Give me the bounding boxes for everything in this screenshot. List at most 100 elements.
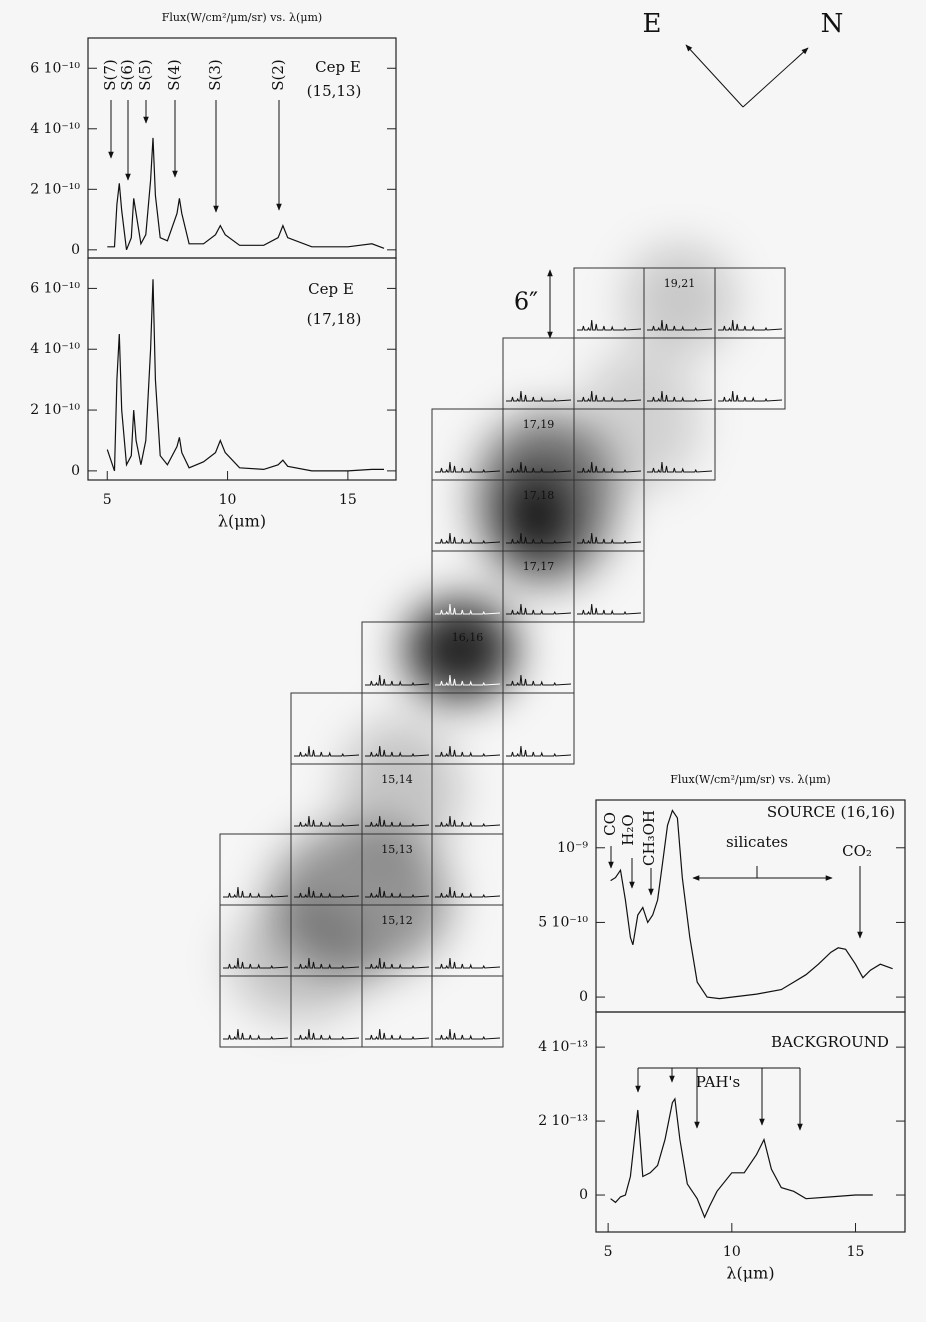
cell-spectrum [577, 319, 642, 331]
cell-label: 17,17 [523, 560, 555, 573]
cell-spectrum [647, 319, 713, 331]
y-tick-label: 0 [579, 1187, 588, 1203]
spectrum-line [610, 1097, 873, 1219]
x-tick-label: 15 [847, 1244, 865, 1260]
cell-spectrum [577, 532, 642, 544]
cell-spectrum [294, 815, 360, 827]
cell-label: 17,19 [523, 418, 555, 431]
map-cell [431, 975, 504, 1048]
annotation: CH₃OH [640, 810, 658, 866]
cell-spectrum [647, 390, 713, 402]
annotation: PAH's [696, 1073, 740, 1091]
x-tick-label: 15 [339, 492, 357, 508]
annotation: SOURCE (16,16) [767, 803, 895, 821]
cell-spectrum [365, 1028, 430, 1040]
annotation: silicates [726, 833, 788, 851]
cell-spectrum [435, 1028, 501, 1040]
cell-spectrum [718, 319, 783, 331]
annotation: S(3) [206, 59, 224, 91]
y-tick-label: 6 10⁻¹⁰ [30, 60, 80, 76]
cell-spectrum [577, 603, 642, 615]
map-cell [573, 550, 645, 623]
cell-spectrum [506, 674, 572, 686]
cell-label: 17,18 [523, 489, 555, 502]
chart-title: Flux(W/cm²/μm/sr) vs. λ(μm) [162, 11, 322, 24]
cell-spectrum [718, 390, 783, 402]
map-cell [643, 408, 716, 481]
cell-spectrum [435, 815, 501, 827]
cell-label: 15,12 [381, 914, 413, 927]
plot-frame [87, 257, 397, 481]
cell-spectrum [435, 674, 501, 686]
annotation: (17,18) [307, 310, 362, 328]
spectrum-line [107, 137, 385, 251]
cell-spectrum [506, 745, 572, 757]
cell-spectrum [647, 461, 713, 473]
cell-label: 16,16 [452, 631, 484, 644]
compass-label: E [643, 9, 662, 39]
y-tick-label: 10⁻⁹ [557, 840, 588, 856]
cell-spectrum [223, 886, 289, 898]
annotation: (15,13) [307, 82, 362, 100]
annotation: S(4) [165, 59, 183, 91]
annotation: S(7) [101, 59, 119, 91]
annotation: Cep E [308, 280, 354, 298]
cell-spectrum [365, 886, 430, 898]
y-tick-label: 4 10⁻¹⁰ [30, 341, 80, 357]
x-tick-label: 10 [723, 1244, 741, 1260]
y-tick-label: 2 10⁻¹⁰ [30, 181, 80, 197]
x-axis-label: λ(μm) [218, 512, 266, 531]
cell-spectrum [365, 957, 430, 969]
cell-spectrum [223, 957, 289, 969]
spectrum-line [106, 279, 384, 472]
compass-label: N [821, 9, 844, 39]
cell-spectrum [294, 886, 360, 898]
map-cell [502, 692, 575, 765]
y-tick-label: 2 10⁻¹⁰ [30, 402, 80, 418]
annotation: BACKGROUND [771, 1033, 889, 1051]
cell-spectrum [435, 957, 501, 969]
x-tick-label: 5 [604, 1244, 613, 1260]
cell-spectrum [294, 957, 360, 969]
cell-spectrum [223, 1028, 289, 1040]
y-tick-label: 4 10⁻¹³ [538, 1039, 588, 1055]
annotation: S(2) [269, 59, 287, 91]
x-tick-label: 10 [219, 492, 237, 508]
annotations-source: SOURCE (16,16) CO H₂O CH₃OH silicates CO… [601, 803, 895, 1131]
y-tick-label: 2 10⁻¹³ [538, 1113, 588, 1129]
compass: E N 6″ [514, 9, 844, 339]
annotations-cep-1513: S(7) S(6) S(5) S(4) S(3) S(2) Cep E (15,… [101, 58, 361, 328]
cell-spectrum [506, 532, 572, 544]
annotation: S(6) [118, 59, 136, 91]
cell-label: 19,21 [664, 277, 696, 290]
map-cell [714, 337, 786, 410]
cell-spectrum [577, 461, 642, 473]
x-tick-label: 5 [103, 492, 112, 508]
y-tick-label: 4 10⁻¹⁰ [30, 121, 80, 137]
cell-spectrum [365, 815, 430, 827]
spectrum-line [610, 809, 893, 1000]
cell-label: 15,13 [381, 843, 413, 856]
cell-spectrum [506, 461, 572, 473]
x-axis-label: λ(μm) [726, 1264, 774, 1283]
cell-spectrum [435, 603, 501, 615]
annotation: CO [601, 812, 619, 836]
chart-title: Flux(W/cm²/μm/sr) vs. λ(μm) [670, 773, 830, 786]
annotation: S(5) [136, 59, 154, 91]
cell-spectrum [435, 745, 501, 757]
y-tick-label: 0 [579, 989, 588, 1005]
y-tick-label: 6 10⁻¹⁰ [30, 280, 80, 296]
cell-spectrum [294, 1028, 360, 1040]
cell-spectrum [435, 532, 501, 544]
annotation: Cep E [315, 58, 361, 76]
annotation: H₂O [619, 814, 637, 845]
y-tick-label: 0 [71, 242, 80, 258]
plot-frame [595, 1011, 906, 1233]
cell-label: 15,14 [381, 773, 413, 786]
annotation: CO₂ [842, 842, 872, 860]
cell-spectrum [365, 745, 430, 757]
y-tick-label: 0 [71, 463, 80, 479]
cell-spectrum [435, 461, 501, 473]
cell-spectrum [435, 886, 501, 898]
